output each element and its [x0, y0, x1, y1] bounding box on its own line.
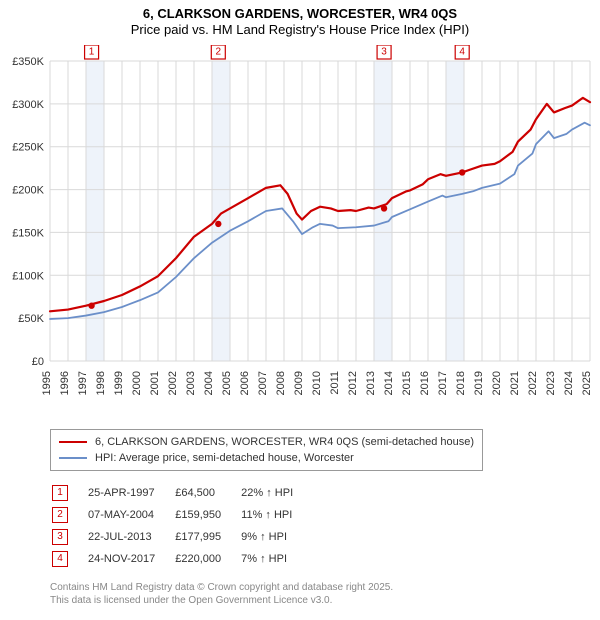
legend-label: HPI: Average price, semi-detached house,… — [95, 450, 354, 466]
legend: 6, CLARKSON GARDENS, WORCESTER, WR4 0QS … — [50, 429, 483, 471]
svg-text:1997: 1997 — [77, 371, 89, 395]
svg-text:£250K: £250K — [12, 141, 44, 153]
svg-text:2000: 2000 — [131, 371, 143, 395]
title-line2: Price paid vs. HM Land Registry's House … — [0, 22, 600, 38]
table-row: 1 25-APR-1997£64,50022% ↑ HPI — [52, 483, 311, 503]
title-block: 6, CLARKSON GARDENS, WORCESTER, WR4 0QS … — [0, 0, 600, 39]
svg-text:2018: 2018 — [455, 371, 467, 395]
svg-text:2024: 2024 — [563, 371, 575, 395]
svg-text:2009: 2009 — [293, 371, 305, 395]
sale-price: £159,950 — [175, 505, 239, 525]
footer: Contains HM Land Registry data © Crown c… — [50, 581, 600, 615]
svg-text:1998: 1998 — [95, 371, 107, 395]
footer-line1: Contains HM Land Registry data © Crown c… — [50, 581, 600, 594]
svg-text:1999: 1999 — [113, 371, 125, 395]
table-row: 2 07-MAY-2004£159,95011% ↑ HPI — [52, 505, 311, 525]
svg-text:2025: 2025 — [581, 371, 593, 395]
svg-text:2: 2 — [216, 46, 222, 57]
svg-text:£300K: £300K — [12, 98, 44, 110]
sale-price: £177,995 — [175, 527, 239, 547]
sale-date: 25-APR-1997 — [88, 483, 173, 503]
svg-text:£350K: £350K — [12, 56, 44, 68]
svg-text:2013: 2013 — [365, 371, 377, 395]
svg-text:2016: 2016 — [419, 371, 431, 395]
svg-text:1996: 1996 — [59, 371, 71, 395]
table-row: 4 24-NOV-2017£220,0007% ↑ HPI — [52, 549, 311, 569]
sale-marker-icon: 2 — [52, 507, 68, 523]
chart-container: 6, CLARKSON GARDENS, WORCESTER, WR4 0QS … — [0, 0, 600, 615]
legend-label: 6, CLARKSON GARDENS, WORCESTER, WR4 0QS … — [95, 434, 474, 450]
footer-line2: This data is licensed under the Open Gov… — [50, 594, 600, 607]
svg-text:2021: 2021 — [509, 371, 521, 395]
sale-price: £220,000 — [175, 549, 239, 569]
legend-item-price-paid: 6, CLARKSON GARDENS, WORCESTER, WR4 0QS … — [59, 434, 474, 450]
sale-diff: 22% ↑ HPI — [241, 483, 311, 503]
svg-text:2020: 2020 — [491, 371, 503, 395]
title-line1: 6, CLARKSON GARDENS, WORCESTER, WR4 0QS — [0, 6, 600, 22]
svg-text:£0: £0 — [32, 356, 44, 368]
svg-text:£50K: £50K — [18, 313, 44, 325]
svg-text:2015: 2015 — [401, 371, 413, 395]
svg-text:2005: 2005 — [221, 371, 233, 395]
sale-diff: 9% ↑ HPI — [241, 527, 311, 547]
svg-text:£150K: £150K — [12, 227, 44, 239]
svg-text:2011: 2011 — [329, 371, 341, 395]
svg-text:2003: 2003 — [185, 371, 197, 395]
legend-swatch — [59, 441, 87, 443]
sale-diff: 11% ↑ HPI — [241, 505, 311, 525]
svg-text:2001: 2001 — [149, 371, 161, 395]
svg-text:4: 4 — [459, 46, 465, 57]
svg-text:2012: 2012 — [347, 371, 359, 395]
sale-date: 07-MAY-2004 — [88, 505, 173, 525]
svg-text:3: 3 — [381, 46, 387, 57]
sale-marker-icon: 4 — [52, 551, 68, 567]
svg-text:£100K: £100K — [12, 270, 44, 282]
legend-item-hpi: HPI: Average price, semi-detached house,… — [59, 450, 474, 466]
sale-date: 24-NOV-2017 — [88, 549, 173, 569]
svg-text:1995: 1995 — [41, 371, 53, 395]
legend-swatch — [59, 457, 87, 459]
svg-text:2006: 2006 — [239, 371, 251, 395]
sales-table: 1 25-APR-1997£64,50022% ↑ HPI 2 07-MAY-2004… — [50, 481, 313, 571]
svg-text:2023: 2023 — [545, 371, 557, 395]
sale-diff: 7% ↑ HPI — [241, 549, 311, 569]
svg-text:2014: 2014 — [383, 371, 395, 395]
svg-text:2008: 2008 — [275, 371, 287, 395]
svg-text:2004: 2004 — [203, 371, 215, 395]
sale-price: £64,500 — [175, 483, 239, 503]
svg-text:2007: 2007 — [257, 371, 269, 395]
sale-marker-icon: 3 — [52, 529, 68, 545]
sale-date: 22-JUL-2013 — [88, 527, 173, 547]
sale-marker-icon: 1 — [52, 485, 68, 501]
svg-text:2002: 2002 — [167, 371, 179, 395]
chart-area: £0 £50K £100K £150K £200K £250K £300K £350K 1995… — [0, 45, 600, 425]
svg-text:2019: 2019 — [473, 371, 485, 395]
svg-text:1: 1 — [89, 46, 95, 57]
table-row: 3 22-JUL-2013£177,9959% ↑ HPI — [52, 527, 311, 547]
svg-text:£200K: £200K — [12, 184, 44, 196]
svg-text:2017: 2017 — [437, 371, 449, 395]
svg-text:2010: 2010 — [311, 371, 323, 395]
chart-svg: £0 £50K £100K £150K £200K £250K £300K £350K 1995… — [0, 45, 600, 425]
svg-text:2022: 2022 — [527, 371, 539, 395]
